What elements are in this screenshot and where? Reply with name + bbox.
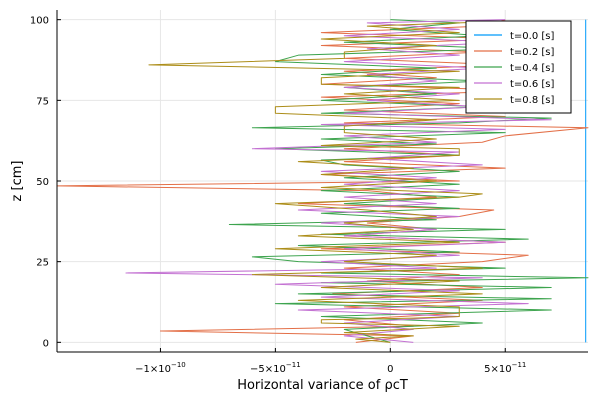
legend-label: t=0.2 [s] [510, 47, 554, 58]
y-tick-label: 100 [30, 16, 49, 27]
x-axis-label: Horizontal variance of ρcT [237, 378, 408, 393]
legend-label: t=0.6 [s] [510, 79, 554, 90]
x-tick-exponent: −11 [512, 361, 527, 369]
x-tick-label: 0 [387, 364, 393, 375]
y-tick-label: 0 [43, 338, 49, 349]
y-tick-label: 50 [36, 177, 49, 188]
x-tick-label: −1×10−10 [135, 361, 186, 375]
legend-label: t=0.8 [s] [510, 95, 554, 106]
y-axis-label: z [cm] [10, 161, 25, 202]
series-line-2 [228, 19, 589, 343]
x-tick-exponent: −11 [286, 361, 301, 369]
x-tick-exponent: −10 [171, 361, 186, 369]
series-line-4 [148, 20, 506, 343]
legend-label: t=0.4 [s] [510, 63, 554, 74]
legend-label: t=0.0 [s] [510, 31, 554, 42]
plot-area [56, 19, 589, 343]
x-tick-label: −5×10−11 [250, 361, 301, 375]
x-tick-label: 5×10−11 [484, 361, 526, 375]
y-tick-label: 75 [36, 96, 49, 107]
axes [56, 10, 588, 353]
legend: t=0.0 [s] t=0.2 [s] t=0.4 [s] t=0.6 [s] t=0.… [465, 20, 572, 114]
y-tick-label: 25 [36, 258, 49, 269]
